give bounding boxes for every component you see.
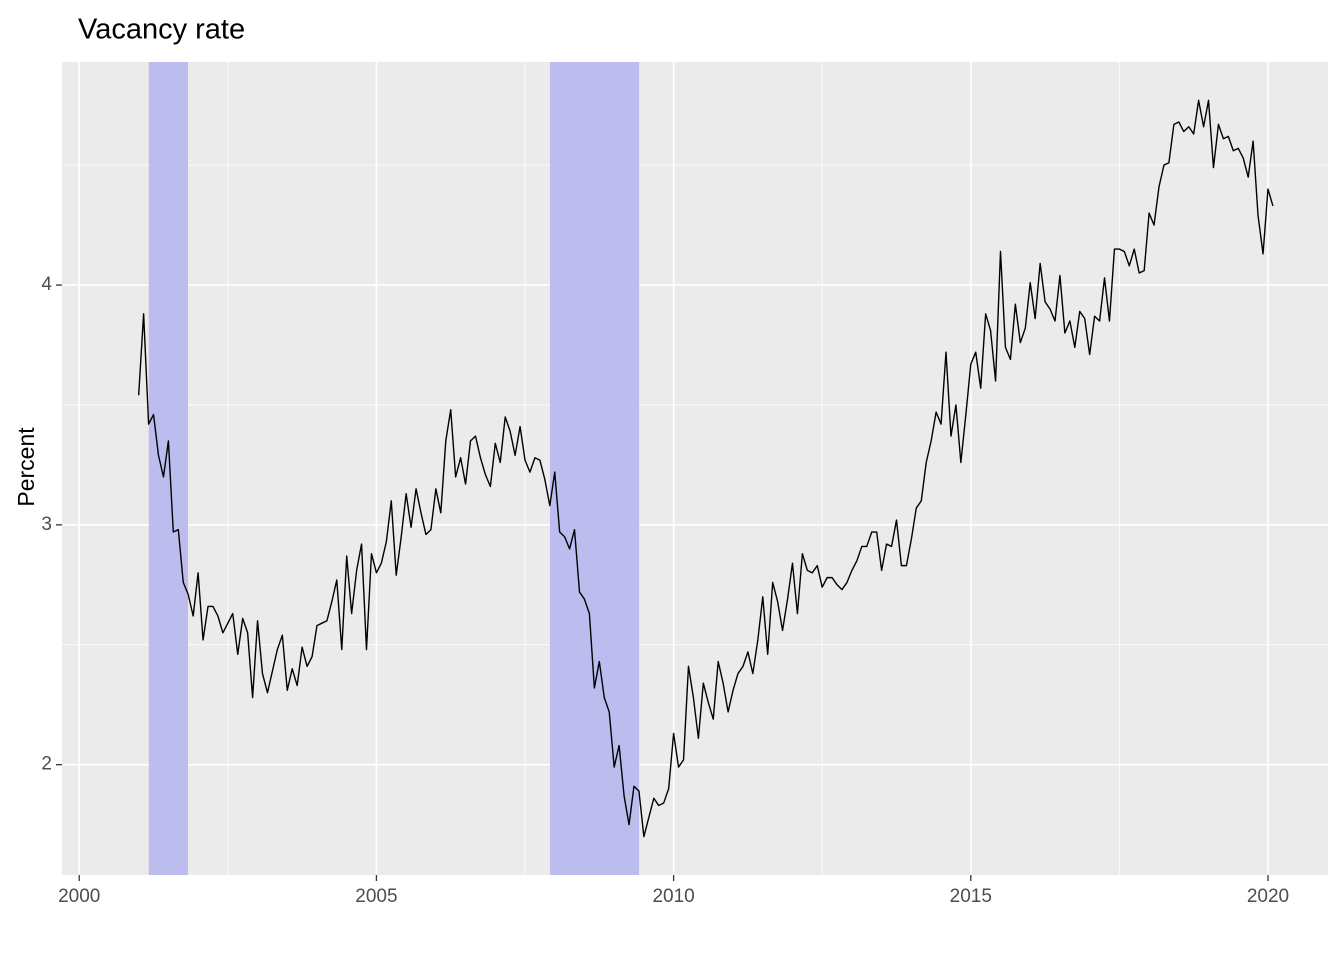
panel [62, 62, 1328, 875]
recession-shade [549, 62, 640, 875]
y-tick-label: 3 [41, 514, 52, 535]
chart-title: Vacancy rate [78, 14, 245, 46]
data-line [137, 99, 1274, 838]
recession-shade [148, 62, 189, 875]
x-tick-label: 2010 [652, 886, 694, 907]
y-axis-label: Percent [13, 427, 39, 507]
x-tick-label: 2005 [355, 886, 397, 907]
x-tick-label: 2020 [1247, 886, 1289, 907]
y-tick-label: 2 [41, 754, 52, 775]
y-tick-label: 4 [41, 274, 52, 295]
x-tick-label: 2000 [58, 886, 100, 907]
x-tick-label: 2015 [950, 886, 992, 907]
